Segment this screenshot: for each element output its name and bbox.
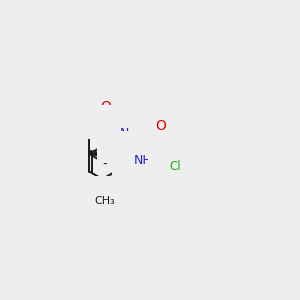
Text: N: N	[136, 158, 145, 171]
Text: Cl: Cl	[169, 160, 181, 173]
Text: N: N	[119, 127, 129, 140]
Text: NH: NH	[134, 154, 153, 167]
Text: O: O	[100, 100, 111, 113]
Text: CH₃: CH₃	[94, 196, 115, 206]
Text: O: O	[155, 118, 166, 133]
Text: Cl: Cl	[172, 160, 184, 173]
